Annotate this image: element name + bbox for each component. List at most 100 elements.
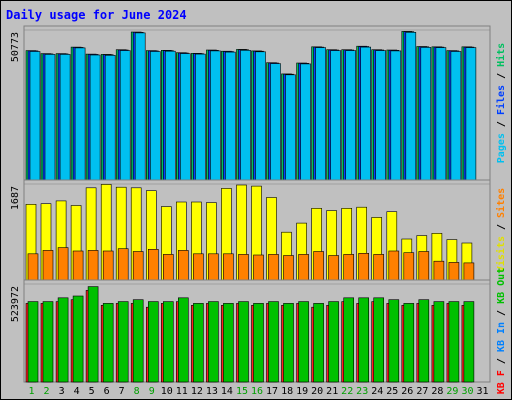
x-tick-label-21: 21 [326,386,338,397]
bar-sites-day-28 [433,260,445,281]
bar-kb-out-day-10 [163,301,174,383]
legend-kb-f: KB F [496,370,507,394]
bar-sites-day-24 [373,254,385,281]
x-tick-label-19: 19 [296,386,308,397]
x-tick-label-2: 2 [43,386,49,397]
x-tick-label-26: 26 [401,386,413,397]
x-tick-label-13: 13 [206,386,218,397]
bar-kb-out-day-28 [433,301,445,383]
bar-sites-day-27 [418,251,430,281]
bar-sites-day-16 [253,254,264,281]
bar-kb-out-day-6 [102,303,114,383]
bar-kb-out-day-24 [373,297,385,383]
bar-pages-day-20 [315,47,326,181]
bar-pages-day-21 [330,50,341,181]
bar-pages-day-22 [345,50,357,181]
bar-sites-day-25 [388,250,400,281]
bar-kb-out-day-11 [178,297,189,383]
hits-panel-max-label: 50773 [10,32,21,62]
bar-kb-out-day-18 [283,303,294,383]
bar-pages-day-27 [420,47,432,181]
bar-sites-day-18 [283,255,294,281]
bar-pages-day-30 [465,47,477,181]
x-tick-label-12: 12 [191,386,203,397]
bar-kb-out-day-29 [448,301,460,383]
hits-panel: 50773 Pages / Files / Hits [10,25,507,181]
bar-pages-day-8 [134,32,146,181]
bar-pages-day-1 [29,51,41,181]
bar-kb-out-day-22 [343,297,355,383]
visits-panel-max-label: 1687 [10,186,21,210]
bar-sites-day-10 [163,254,174,281]
bar-kb-out-day-12 [193,303,204,383]
bar-pages-day-17 [270,63,281,181]
x-tick-label-8: 8 [134,386,140,397]
bar-kb-out-day-5 [87,286,99,383]
bar-kb-out-day-30 [463,301,475,383]
bar-pages-day-29 [450,51,462,181]
x-tick-label-23: 23 [356,386,368,397]
bar-sites-day-11 [178,250,189,281]
kbytes-panel-series-kb-out [27,286,475,383]
bar-pages-day-12 [195,53,206,181]
bar-kb-out-day-13 [208,301,219,383]
x-tick-label-5: 5 [89,386,95,397]
bar-pages-day-2 [44,54,56,181]
bar-kb-out-day-19 [298,301,309,383]
legend-separator: / [496,352,507,370]
bar-sites-day-9 [148,249,159,281]
bar-sites-day-19 [298,254,309,281]
kbytes-panel-side-legend: KB F / KB In / KB Out [496,268,507,394]
x-tick-label-6: 6 [104,386,110,397]
bar-kb-out-day-21 [328,301,339,383]
bar-pages-day-25 [390,50,402,181]
legend-kb-in: KB In [496,322,507,352]
bar-kb-out-day-23 [358,297,370,383]
bar-kb-out-day-17 [268,301,279,383]
bar-pages-day-4 [74,47,86,181]
bar-sites-day-8 [132,251,144,281]
x-tick-label-14: 14 [221,386,233,397]
legend-separator: / [496,218,507,236]
bar-kb-out-day-20 [313,303,324,383]
bar-kb-out-day-8 [132,299,144,383]
bar-pages-day-14 [225,51,236,181]
legend-hits: Hits [495,43,507,67]
bar-sites-day-4 [72,250,84,281]
visits-panel-side-legend: Visits / Sites [495,188,507,272]
bar-sites-day-26 [403,252,415,281]
bar-sites-day-29 [448,262,460,281]
bar-sites-day-5 [87,250,99,281]
bar-kb-out-day-26 [403,303,415,383]
visits-panel: 1687 Visits / Sites [10,179,507,281]
bar-pages-day-6 [104,54,116,181]
bar-sites-day-6 [102,250,114,281]
x-tick-label-24: 24 [371,386,383,397]
bar-kb-out-day-27 [418,299,430,383]
bar-pages-day-26 [405,31,417,181]
bar-sites-day-21 [328,255,339,281]
legend-sites: Sites [495,188,507,218]
x-tick-label-25: 25 [386,386,398,397]
legend-separator: / [496,115,507,133]
x-tick-label-16: 16 [251,386,263,397]
legend-separator: / [496,304,507,322]
bar-pages-day-7 [119,50,131,181]
bar-kb-out-day-14 [223,303,234,383]
hits-panel-side-legend: Pages / Files / Hits [495,43,507,163]
bar-kb-out-day-4 [72,295,84,383]
kbytes-panel-max-label: 523972 [10,286,21,322]
bar-pages-day-28 [435,47,447,181]
bar-sites-day-15 [238,254,249,281]
legend-visits: Visits [495,236,507,272]
bar-kb-out-day-9 [148,301,159,383]
bar-sites-day-22 [343,254,355,281]
legend-pages: Pages [496,133,507,163]
x-tick-label-4: 4 [74,386,80,397]
bar-sites-day-2 [42,250,54,281]
bar-pages-day-15 [240,49,251,181]
bar-kb-out-day-3 [57,297,69,383]
bar-pages-day-18 [285,74,296,181]
bar-sites-day-17 [268,254,279,281]
chart-title: Daily usage for June 2024 [6,8,187,22]
